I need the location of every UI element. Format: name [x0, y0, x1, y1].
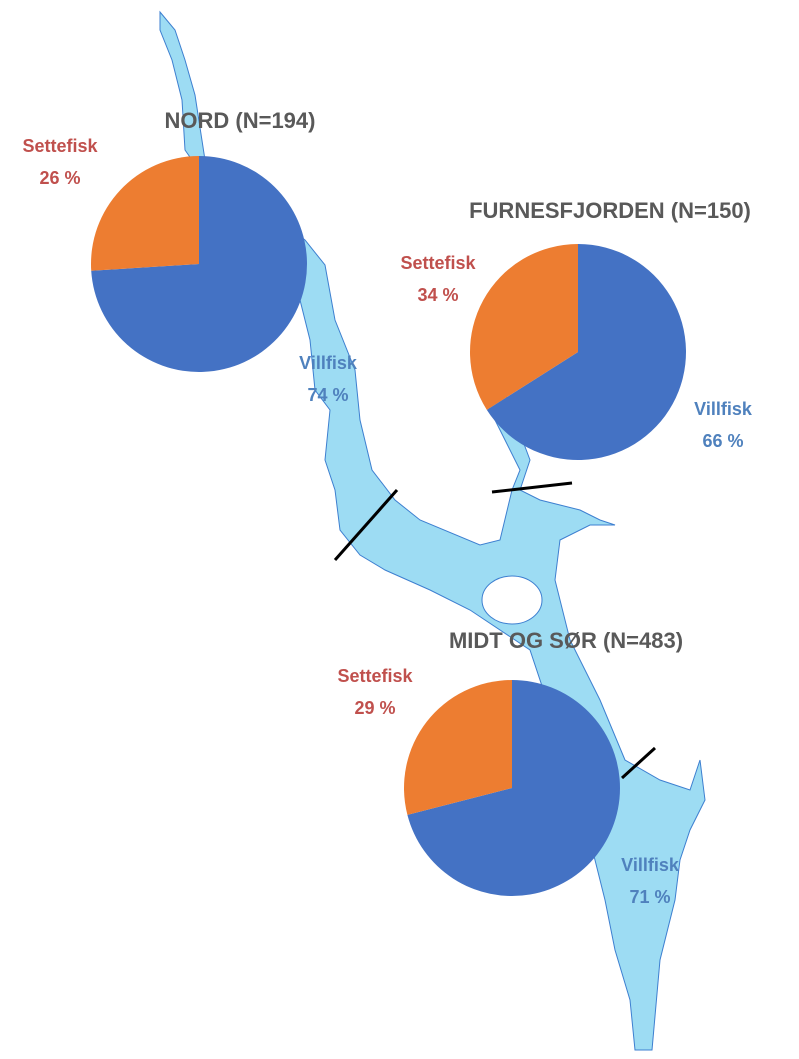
pie-title: MIDT OG SØR (N=483): [449, 628, 683, 653]
value-label: 26 %: [39, 168, 80, 188]
pie-slice: [91, 156, 199, 271]
pie-slice: [486, 244, 686, 460]
value-label: 34 %: [417, 285, 458, 305]
pie-slice: [407, 680, 620, 896]
boundary-line: [620, 746, 657, 780]
pie-title: FURNESFJORDEN (N=150): [469, 198, 751, 223]
pie-slice: [91, 156, 308, 373]
pie-slice: [470, 244, 578, 410]
island: [481, 575, 543, 625]
category-label: Settefisk: [337, 666, 413, 686]
value-label: 71 %: [629, 887, 670, 907]
category-label: Settefisk: [22, 136, 98, 156]
boundary-line: [333, 489, 399, 561]
value-label: 74 %: [307, 385, 348, 405]
category-label: Settefisk: [400, 253, 476, 273]
category-label: Villfisk: [694, 399, 753, 419]
pie-title: NORD (N=194): [165, 108, 316, 133]
pie-slice: [403, 680, 512, 815]
category-label: Villfisk: [299, 353, 358, 373]
category-label: Villfisk: [621, 855, 680, 875]
boundary-line: [491, 481, 573, 494]
value-label: 29 %: [354, 698, 395, 718]
value-label: 66 %: [702, 431, 743, 451]
